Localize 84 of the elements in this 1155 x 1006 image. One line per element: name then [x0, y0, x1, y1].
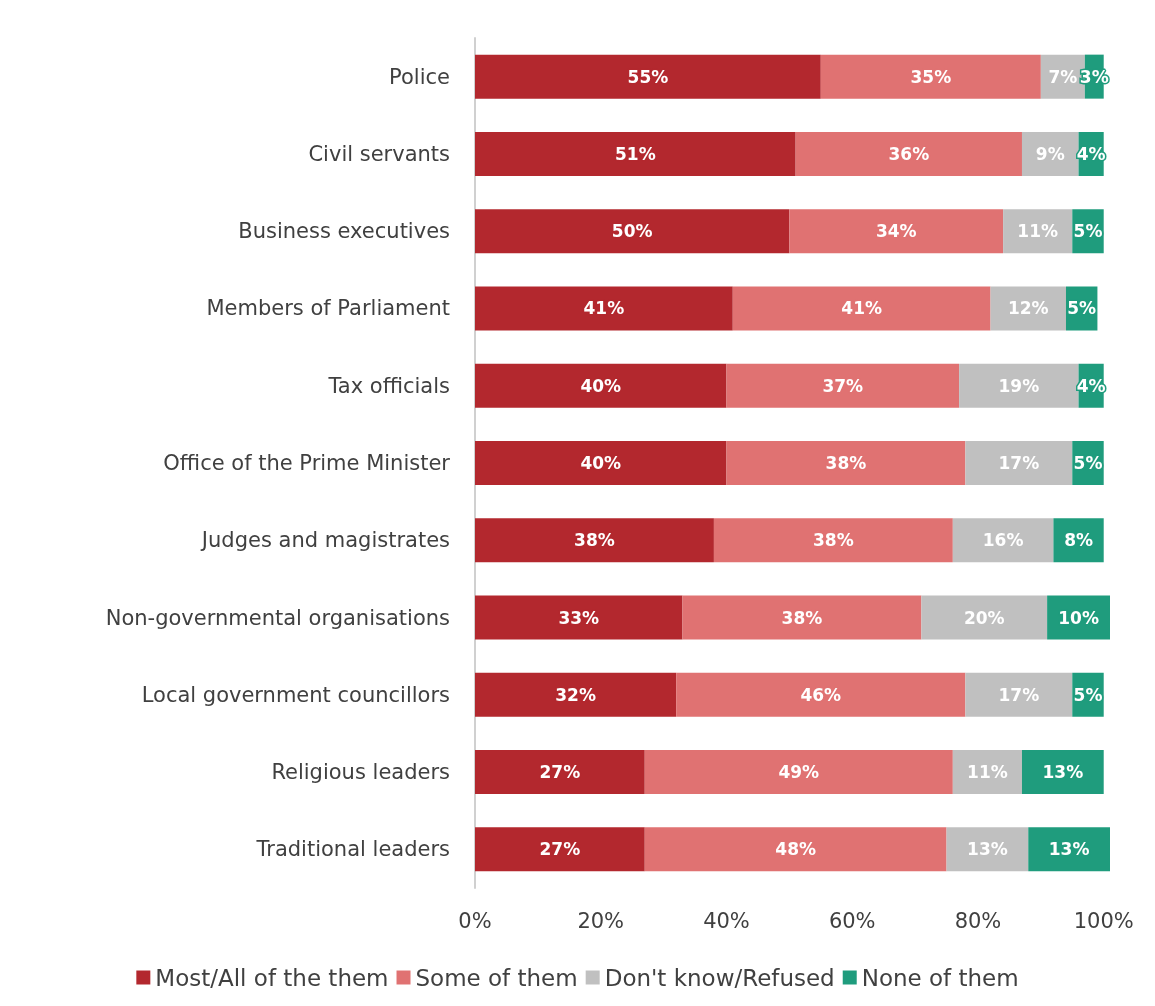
data-label: 13% — [1042, 762, 1084, 783]
legend-label: Some of them — [415, 964, 578, 991]
data-label: 38% — [825, 453, 867, 473]
bar — [732, 286, 991, 331]
data-label: 5% — [1073, 221, 1103, 242]
data-label: 55% — [627, 66, 669, 87]
bar — [676, 672, 966, 717]
data-label: 46% — [800, 684, 842, 705]
data-label: 34% — [875, 221, 917, 242]
legend-label: Don't know/Refused — [604, 964, 835, 991]
bar — [475, 54, 821, 99]
data-label: 32% — [555, 684, 596, 705]
bar — [475, 672, 677, 717]
y-tick-label: Judges and magistrates — [199, 528, 450, 553]
x-tick-label: 20% — [577, 908, 625, 933]
data-label: 27% — [539, 839, 581, 860]
bar — [475, 131, 796, 176]
x-tick-label: 80% — [954, 908, 1002, 933]
y-tick-label: Office of the Prime Minister — [163, 451, 451, 475]
data-label: 50% — [611, 221, 653, 242]
bar — [644, 827, 947, 872]
x-tick-label: 60% — [828, 908, 876, 933]
data-label: 41% — [841, 298, 883, 319]
x-tick-label: 100% — [1073, 908, 1134, 933]
data-label: 36% — [888, 143, 930, 164]
bar — [726, 363, 960, 408]
data-label: 9% — [1035, 143, 1065, 164]
data-label: 38% — [574, 530, 615, 551]
data-label: 17% — [998, 453, 1040, 473]
bar — [475, 827, 645, 872]
bar — [789, 209, 1004, 254]
y-tick-label: Business executives — [238, 219, 450, 244]
data-label: 33% — [558, 607, 600, 628]
bar — [726, 441, 966, 485]
data-label: 48% — [775, 839, 816, 860]
y-tick-label: Civil servants — [308, 141, 450, 166]
bar — [475, 595, 683, 640]
bar — [475, 750, 645, 795]
bar — [682, 595, 922, 640]
data-label: 16% — [982, 530, 1024, 551]
data-label: 27% — [539, 762, 581, 783]
data-label: 8% — [1064, 530, 1093, 551]
data-label: 13% — [1048, 839, 1090, 860]
y-tick-label: Religious leaders — [271, 760, 450, 785]
data-label: 38% — [813, 530, 854, 551]
bar — [475, 441, 727, 485]
legend-label: None of them — [861, 964, 1019, 991]
data-label: 20% — [963, 607, 1005, 628]
bar — [475, 518, 714, 563]
x-tick-label: 0% — [458, 908, 492, 933]
y-tick-label: Police — [389, 64, 450, 89]
data-label: 40% — [580, 375, 622, 396]
data-label: 11% — [1017, 221, 1059, 242]
data-label: 7% — [1048, 66, 1078, 87]
data-label: 17% — [998, 684, 1040, 705]
data-label: 5% — [1073, 453, 1103, 473]
data-label: 13% — [967, 839, 1008, 860]
bar — [475, 209, 790, 254]
bar — [820, 54, 1041, 99]
bar — [713, 518, 953, 563]
data-label: 10% — [1058, 607, 1099, 628]
data-label: 49% — [778, 762, 820, 783]
data-label: 40% — [580, 453, 622, 473]
y-tick-label: Tax officials — [327, 373, 450, 398]
bar — [475, 286, 733, 331]
x-tick-label: 40% — [703, 908, 750, 933]
data-label: 41% — [583, 298, 625, 319]
data-label: 51% — [614, 143, 656, 164]
data-label: 5% — [1073, 684, 1103, 705]
bar — [795, 131, 1022, 176]
data-label: 37% — [822, 375, 864, 396]
data-label: 35% — [910, 66, 952, 87]
y-tick-label: Traditional leaders — [255, 837, 450, 862]
y-tick-label: Members of Parliament — [206, 296, 450, 321]
data-label: 12% — [1007, 298, 1049, 319]
y-tick-label: Non-governmental organisations — [105, 605, 450, 630]
bar — [475, 363, 727, 408]
bar — [644, 750, 953, 795]
data-label: 38% — [781, 607, 823, 628]
data-label: 19% — [998, 375, 1040, 396]
legend-label: Most/All of the them — [155, 964, 389, 991]
y-tick-label: Local government councillors — [141, 682, 450, 707]
data-label: 5% — [1067, 298, 1097, 319]
data-label: 11% — [967, 762, 1008, 783]
